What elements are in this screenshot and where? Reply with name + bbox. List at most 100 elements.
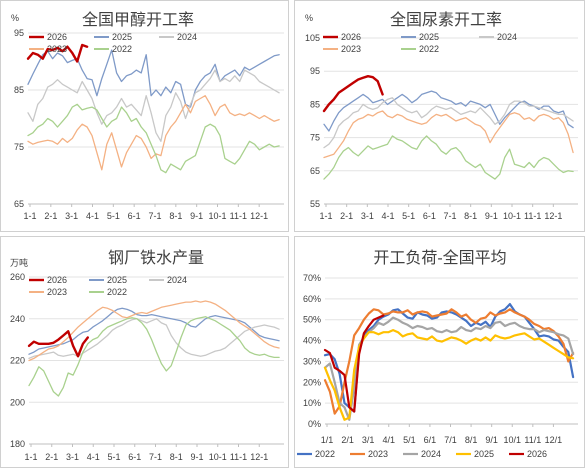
legend-label: 2022 [315, 449, 335, 459]
legend-label: 2025 [112, 32, 132, 42]
x-tick-label: 9/1 [485, 435, 498, 445]
legend-item-2022: 2022 [89, 287, 127, 297]
chart-title: 全国甲醇开工率 [82, 11, 194, 29]
urea-utilization-chart: 全国尿素开工率% 55 65 75 85 95 105 1-1 2-1 3-1 4-1 5-1 6-1 7… [295, 1, 585, 233]
x-tick-label: 7/1 [444, 435, 457, 445]
x-tick-label: 10/1 [503, 435, 521, 445]
x-tick-label: 11-1 [524, 211, 541, 221]
x-tick-label: 8-1 [464, 211, 477, 221]
x-tick-label: 1/1 [321, 435, 334, 445]
legend-item-2023: 2023 [350, 449, 388, 459]
urea-panel: 全国尿素开工率% 55 65 75 85 95 105 1-1 2-1 3-1 4-1 5-1 6-1 7… [294, 0, 585, 232]
x-tick-label: 5-1 [107, 452, 120, 462]
y-tick-label: 20% [303, 377, 321, 387]
legend-label: 2022 [112, 44, 132, 54]
legend-label: 2024 [177, 32, 197, 42]
x-tick-label: 12/1 [545, 435, 563, 445]
y-tick-label: 40% [303, 336, 321, 346]
y-tick-label: 0% [308, 419, 321, 429]
legend-item-2024: 2024 [403, 449, 441, 459]
x-tick-label: 4-1 [381, 211, 394, 221]
x-tick-label: 1-1 [23, 211, 36, 221]
y-tick-label: 220 [10, 356, 25, 366]
legend-item-2025: 2025 [456, 449, 494, 459]
series-line-2026 [324, 76, 383, 111]
legend-item-2023: 2023 [29, 287, 67, 297]
y-tick-label: 95 [310, 66, 320, 76]
legend-label: 2025 [107, 275, 127, 285]
legend-label: 2024 [497, 32, 517, 42]
y-tick-label: 260 [10, 272, 25, 282]
x-tick-label: 5-1 [107, 211, 120, 221]
x-tick-label: 2/1 [341, 435, 354, 445]
series-line-2024 [324, 98, 573, 148]
legend-label: 2026 [47, 275, 67, 285]
x-tick-label: 10-1 [209, 452, 227, 462]
legend-label: 2024 [167, 275, 187, 285]
legend-label: 2023 [47, 287, 67, 297]
y-tick-label: 85 [14, 85, 24, 95]
legend-label: 2022 [107, 287, 127, 297]
x-tick-label: 2-1 [45, 452, 58, 462]
x-tick-label: 6/1 [424, 435, 437, 445]
series-line-2023 [28, 96, 279, 170]
legend-label: 2022 [419, 44, 439, 54]
series-line-2024 [28, 70, 279, 141]
series-line-2022 [29, 317, 279, 396]
x-tick-label: 12-1 [250, 452, 268, 462]
x-tick-label: 11-1 [230, 452, 247, 462]
x-tick-label: 10-1 [208, 211, 226, 221]
methanol-panel: 全国甲醇开工率% 65 75 85 95 1-1 2-1 3-1 4-1 5-1 6-1 7-1 8-1… [0, 0, 289, 232]
legend-label: 2023 [47, 44, 67, 54]
x-tick-label: 1-1 [24, 452, 37, 462]
legend-label: 2023 [368, 449, 388, 459]
y-tick-label: 75 [14, 142, 24, 152]
y-tick-label: 240 [10, 314, 25, 324]
x-tick-label: 9-1 [485, 211, 498, 221]
x-tick-label: 3-1 [65, 211, 78, 221]
legend-label: 2025 [474, 449, 494, 459]
y-tick-label: 75 [310, 133, 320, 143]
x-tick-label: 11-1 [230, 211, 247, 221]
legend-label: 2026 [47, 32, 67, 42]
y-tick-label: 60% [303, 294, 321, 304]
methanol-utilization-chart: 全国甲醇开工率% 65 75 85 95 1-1 2-1 3-1 4-1 5-1 6-1 7-1 8-1… [1, 1, 290, 233]
y-tick-label: 65 [14, 199, 24, 209]
y-axis-unit: % [305, 13, 313, 23]
legend-item-2023: 2023 [323, 44, 361, 54]
x-tick-label: 8/1 [465, 435, 478, 445]
x-tick-label: 2-1 [44, 211, 57, 221]
y-axis-unit: % [11, 13, 19, 23]
legend-item-2022: 2022 [297, 449, 335, 459]
y-tick-label: 95 [14, 28, 24, 38]
y-tick-label: 70% [303, 273, 321, 283]
x-tick-label: 5-1 [402, 211, 415, 221]
operating-load-panel: 开工负荷-全国平均 0% 10% 20% 30% 40% 50% 60% 70% 1/1 2/1 3/… [294, 236, 585, 468]
legend-item-2022: 2022 [94, 44, 132, 54]
x-tick-label: 3/1 [362, 435, 375, 445]
x-tick-label: 3-1 [66, 452, 79, 462]
chart-title: 全国尿素开工率 [390, 11, 502, 29]
legend-item-2024: 2024 [479, 32, 517, 42]
y-tick-label: 30% [303, 356, 321, 366]
legend-label: 2023 [341, 44, 361, 54]
x-tick-label: 8-1 [170, 452, 183, 462]
y-tick-label: 85 [310, 99, 320, 109]
x-tick-label: 6-1 [128, 452, 141, 462]
legend-label: 2024 [421, 449, 441, 459]
x-tick-label: 6-1 [423, 211, 436, 221]
x-tick-label: 12-1 [250, 211, 268, 221]
chart-title: 钢厂铁水产量 [108, 249, 204, 267]
x-tick-label: 9-1 [190, 211, 203, 221]
x-tick-label: 10-1 [503, 211, 521, 221]
x-tick-label: 3-1 [361, 211, 374, 221]
x-tick-label: 11/1 [524, 435, 541, 445]
series-line-2022 [324, 136, 573, 179]
legend-item-2026: 2026 [509, 449, 547, 459]
x-tick-label: 2-1 [340, 211, 353, 221]
y-tick-label: 180 [10, 439, 25, 449]
x-tick-label: 9-1 [190, 452, 203, 462]
legend-item-2026: 2026 [323, 32, 361, 42]
operating-load-chart: 开工负荷-全国平均 0% 10% 20% 30% 40% 50% 60% 70% 1/1 2/1 3/… [295, 237, 585, 469]
